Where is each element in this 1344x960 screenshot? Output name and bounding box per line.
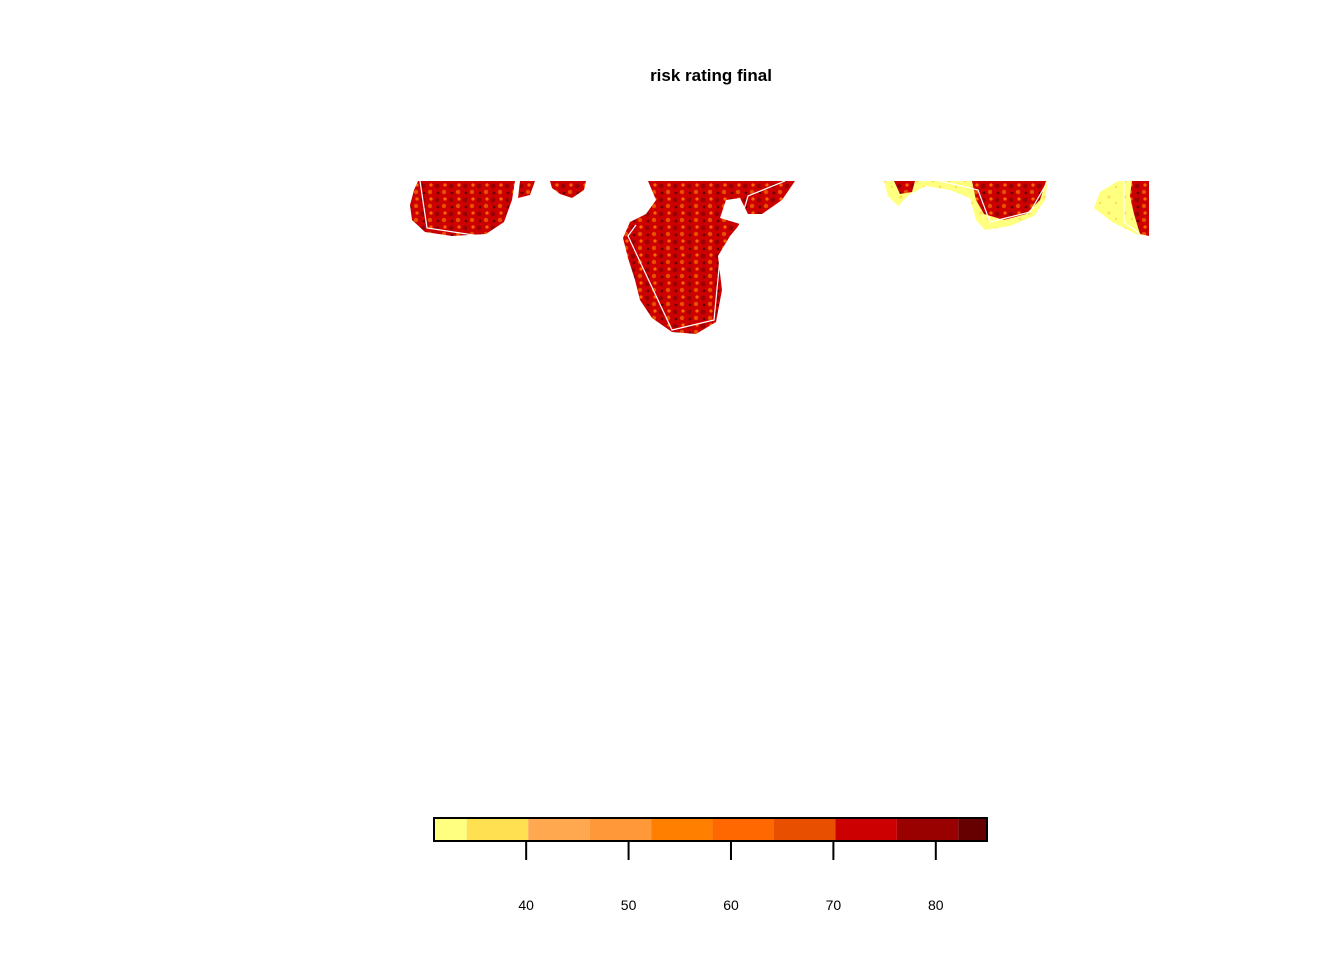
legend-tick-label: 40 xyxy=(518,897,534,913)
map-region-west xyxy=(410,181,515,236)
legend-bin xyxy=(466,818,529,841)
region-boundary-far-east xyxy=(1123,181,1141,235)
legend-tick-label: 60 xyxy=(723,897,739,913)
map-region-northwest xyxy=(550,181,586,198)
legend-bin xyxy=(712,818,774,841)
legend-bin xyxy=(835,818,897,841)
legend-bin xyxy=(434,818,467,841)
legend-tick-label: 50 xyxy=(621,897,637,913)
map-region-west-small xyxy=(518,181,535,198)
map-region-central xyxy=(623,181,795,334)
region-boundary-west xyxy=(419,181,481,237)
legend-ticks: 40 50 60 70 80 xyxy=(518,841,944,913)
legend-tick-label: 70 xyxy=(826,897,842,913)
map-title: risk rating final xyxy=(650,66,772,85)
region-boundary-central xyxy=(627,181,786,331)
legend-bin xyxy=(589,818,652,841)
legend-bin xyxy=(651,818,713,841)
legend-frame xyxy=(433,817,988,842)
legend-tick-label: 80 xyxy=(928,897,944,913)
legend-bins xyxy=(434,818,987,841)
region-boundary-east xyxy=(939,181,1049,223)
legend-bin xyxy=(896,818,959,841)
legend-bin xyxy=(958,818,987,841)
map-region-far-east-core xyxy=(1130,181,1149,236)
legend-bin xyxy=(773,818,836,841)
map-region-east-core xyxy=(972,181,1046,220)
map-region-east-patch xyxy=(894,181,915,194)
legend-bin xyxy=(528,818,590,841)
